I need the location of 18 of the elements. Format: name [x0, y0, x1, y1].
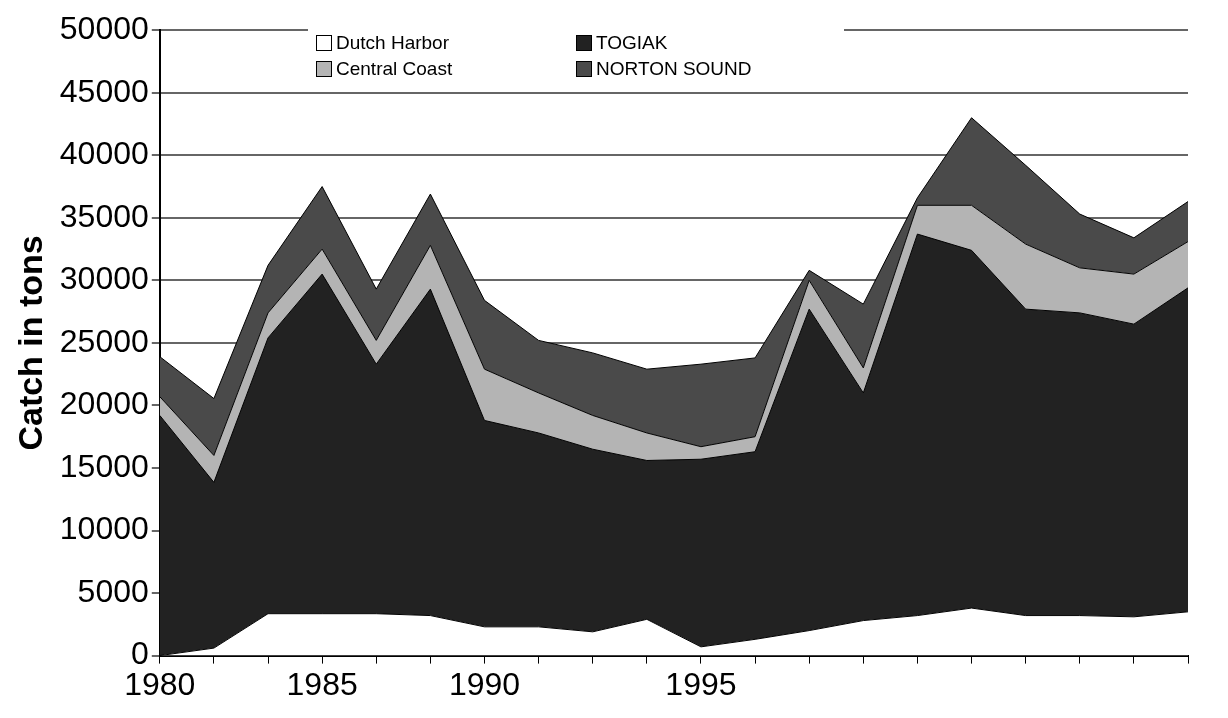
legend-label: Dutch Harbor: [336, 32, 449, 54]
x-tick-label: 1985: [286, 665, 358, 702]
legend-label: TOGIAK: [596, 32, 668, 54]
y-tick-label: 35000: [59, 197, 149, 234]
y-tick-label: 40000: [59, 135, 149, 172]
y-axis-title: Catch in tons: [10, 235, 49, 451]
legend-label: Central Coast: [336, 58, 453, 80]
y-tick-label: 10000: [59, 510, 149, 547]
x-tick-label: 1995: [665, 665, 737, 702]
y-tick-label: 50000: [59, 10, 149, 47]
y-tick-label: 30000: [59, 260, 149, 297]
y-tick-label: 25000: [59, 322, 149, 359]
y-tick-label: 20000: [59, 385, 149, 422]
x-tick-label: 1990: [448, 665, 521, 702]
y-tick-label: 5000: [77, 572, 149, 609]
y-tick-label: 15000: [59, 447, 149, 484]
y-tick-label: 45000: [59, 72, 149, 109]
legend-label: NORTON SOUND: [596, 58, 752, 80]
